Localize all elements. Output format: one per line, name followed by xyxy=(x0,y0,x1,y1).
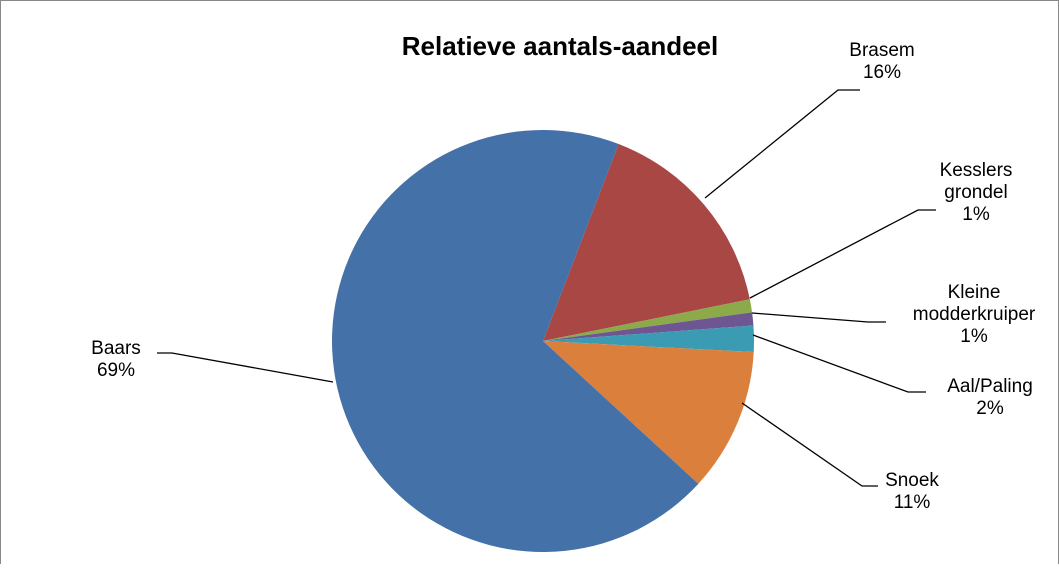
chart-title: Relatieve aantals-aandeel xyxy=(402,31,719,61)
leader-line-snoek xyxy=(741,402,878,487)
slice-label-line: Kleine xyxy=(948,282,1001,303)
slice-label-line: 2% xyxy=(976,398,1004,419)
slice-label-line: modderkruiper xyxy=(913,304,1036,325)
slice-label-snoek: Snoek 11% xyxy=(885,470,939,513)
pie-slice-kesslers-grondel xyxy=(543,299,753,341)
slice-label-kleine-modderkruiper: Kleine modderkruiper 1% xyxy=(913,282,1036,347)
slice-label-baars: Baars 69% xyxy=(91,338,141,381)
slice-label-line: Baars xyxy=(91,338,141,359)
slice-label-line: Aal/Paling xyxy=(947,376,1033,397)
leader-line-kesslers-grondel xyxy=(749,209,936,299)
slice-label-line: 69% xyxy=(97,360,135,381)
leader-lines xyxy=(157,89,936,487)
leader-line-baars xyxy=(157,352,334,383)
slice-label-brasem: Brasem 16% xyxy=(849,40,914,83)
pie-slice-snoek xyxy=(543,341,754,484)
slice-label-line: 16% xyxy=(863,62,901,83)
slice-label-line: Brasem xyxy=(849,40,914,61)
slice-label-line: Kesslers xyxy=(940,160,1013,181)
slice-label-line: 1% xyxy=(960,326,988,347)
slice-labels: Brasem 16%Kesslers grondel 1%Kleine modderkr… xyxy=(91,40,1036,513)
leader-line-kleine-modderkruiper xyxy=(751,312,886,323)
pie-slice-aal-paling xyxy=(543,325,754,353)
slice-label-kesslers-grondel: Kesslers grondel 1% xyxy=(940,160,1013,225)
leader-line-aal-paling xyxy=(752,334,926,393)
slice-label-line: 11% xyxy=(894,492,931,513)
pie-slice-brasem xyxy=(543,144,750,341)
slice-label-line: grondel xyxy=(944,182,1007,203)
pie-slice-kleine-modderkruiper xyxy=(543,312,754,341)
slice-label-line: Snoek xyxy=(885,470,939,491)
pie-slices xyxy=(332,129,754,552)
leader-line-brasem xyxy=(704,89,860,199)
slice-label-line: 1% xyxy=(962,204,990,225)
pie-slice-baars xyxy=(332,129,699,552)
slice-label-aal-paling: Aal/Paling 2% xyxy=(947,376,1033,419)
